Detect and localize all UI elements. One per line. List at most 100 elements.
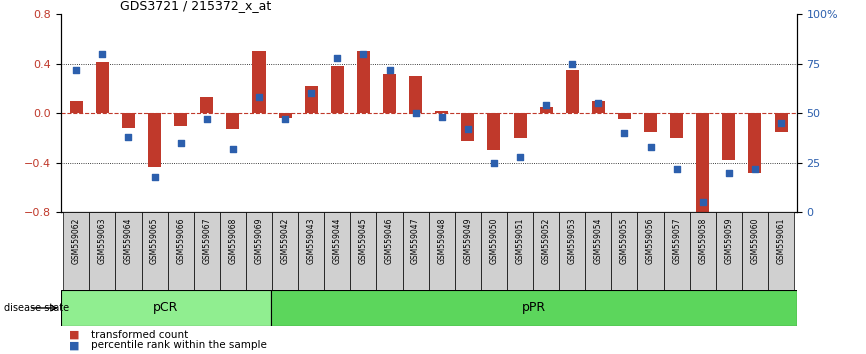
Bar — [409, 76, 422, 113]
Bar — [436, 111, 449, 113]
Text: GSM559066: GSM559066 — [176, 218, 185, 264]
Point — [695, 200, 709, 205]
Text: GSM559051: GSM559051 — [515, 218, 525, 264]
Point — [252, 95, 266, 100]
Point — [643, 144, 657, 150]
Text: transformed count: transformed count — [91, 330, 188, 339]
Text: GSM559060: GSM559060 — [751, 218, 759, 264]
FancyBboxPatch shape — [377, 212, 403, 290]
FancyBboxPatch shape — [559, 212, 585, 290]
FancyBboxPatch shape — [637, 212, 663, 290]
Bar — [70, 101, 83, 113]
Text: GSM559046: GSM559046 — [385, 218, 394, 264]
Point — [617, 130, 631, 136]
Text: GDS3721 / 215372_x_at: GDS3721 / 215372_x_at — [120, 0, 271, 12]
FancyBboxPatch shape — [194, 212, 220, 290]
Bar — [148, 113, 161, 167]
FancyBboxPatch shape — [246, 212, 272, 290]
Text: ■: ■ — [69, 340, 80, 350]
Text: GSM559062: GSM559062 — [72, 218, 81, 264]
Text: GSM559064: GSM559064 — [124, 218, 133, 264]
Text: GSM559061: GSM559061 — [777, 218, 785, 264]
Text: GSM559056: GSM559056 — [646, 218, 655, 264]
Bar — [565, 70, 578, 113]
FancyBboxPatch shape — [141, 212, 168, 290]
FancyBboxPatch shape — [611, 212, 637, 290]
Point — [200, 116, 214, 122]
Bar — [748, 113, 761, 173]
Point — [304, 91, 318, 96]
FancyBboxPatch shape — [272, 212, 298, 290]
FancyBboxPatch shape — [351, 212, 377, 290]
Text: GSM559047: GSM559047 — [411, 218, 420, 264]
Bar — [253, 51, 266, 113]
FancyBboxPatch shape — [585, 212, 611, 290]
Bar — [514, 113, 527, 138]
Text: GSM559059: GSM559059 — [724, 218, 734, 264]
Point — [540, 103, 553, 108]
Bar — [540, 107, 553, 113]
FancyBboxPatch shape — [663, 212, 689, 290]
Point — [722, 170, 736, 176]
Text: GSM559067: GSM559067 — [203, 218, 211, 264]
FancyBboxPatch shape — [63, 212, 89, 290]
Point — [748, 166, 762, 172]
Text: GSM559069: GSM559069 — [255, 218, 263, 264]
Text: GSM559043: GSM559043 — [307, 218, 316, 264]
Bar — [122, 113, 135, 128]
Text: ■: ■ — [69, 330, 80, 339]
Bar — [488, 113, 501, 150]
FancyBboxPatch shape — [115, 212, 141, 290]
FancyBboxPatch shape — [220, 212, 246, 290]
Point — [435, 114, 449, 120]
FancyBboxPatch shape — [768, 212, 794, 290]
Bar — [383, 74, 396, 113]
FancyBboxPatch shape — [533, 212, 559, 290]
FancyBboxPatch shape — [89, 212, 115, 290]
Bar — [174, 113, 187, 126]
Bar — [670, 113, 683, 138]
Text: percentile rank within the sample: percentile rank within the sample — [91, 340, 267, 350]
Point — [174, 140, 188, 146]
Bar — [357, 51, 370, 113]
Text: GSM559049: GSM559049 — [463, 218, 472, 264]
Text: GSM559048: GSM559048 — [437, 218, 446, 264]
FancyBboxPatch shape — [455, 212, 481, 290]
Point — [121, 134, 135, 140]
Point — [331, 55, 345, 61]
Text: GSM559055: GSM559055 — [620, 218, 629, 264]
Bar — [305, 86, 318, 113]
Point — [69, 67, 83, 73]
Text: GSM559045: GSM559045 — [359, 218, 368, 264]
FancyBboxPatch shape — [61, 290, 271, 326]
Point — [95, 51, 109, 57]
FancyBboxPatch shape — [429, 212, 455, 290]
FancyBboxPatch shape — [742, 212, 768, 290]
FancyBboxPatch shape — [689, 212, 716, 290]
Point — [565, 61, 579, 67]
Point — [487, 160, 501, 166]
Point — [278, 116, 292, 122]
Text: GSM559068: GSM559068 — [229, 218, 237, 264]
Point — [383, 67, 397, 73]
Text: GSM559054: GSM559054 — [594, 218, 603, 264]
FancyBboxPatch shape — [324, 212, 351, 290]
Text: GSM559057: GSM559057 — [672, 218, 682, 264]
FancyBboxPatch shape — [271, 290, 797, 326]
Bar — [644, 113, 657, 132]
FancyBboxPatch shape — [298, 212, 324, 290]
FancyBboxPatch shape — [481, 212, 507, 290]
Bar — [591, 101, 604, 113]
Point — [409, 110, 423, 116]
Bar — [226, 113, 239, 130]
Point — [148, 174, 162, 179]
FancyBboxPatch shape — [716, 212, 742, 290]
Bar — [774, 113, 787, 132]
Point — [774, 120, 788, 126]
FancyBboxPatch shape — [507, 212, 533, 290]
Bar — [279, 113, 292, 118]
Text: GSM559050: GSM559050 — [489, 218, 499, 264]
Text: GSM559052: GSM559052 — [541, 218, 551, 264]
Text: GSM559044: GSM559044 — [333, 218, 342, 264]
FancyBboxPatch shape — [403, 212, 429, 290]
